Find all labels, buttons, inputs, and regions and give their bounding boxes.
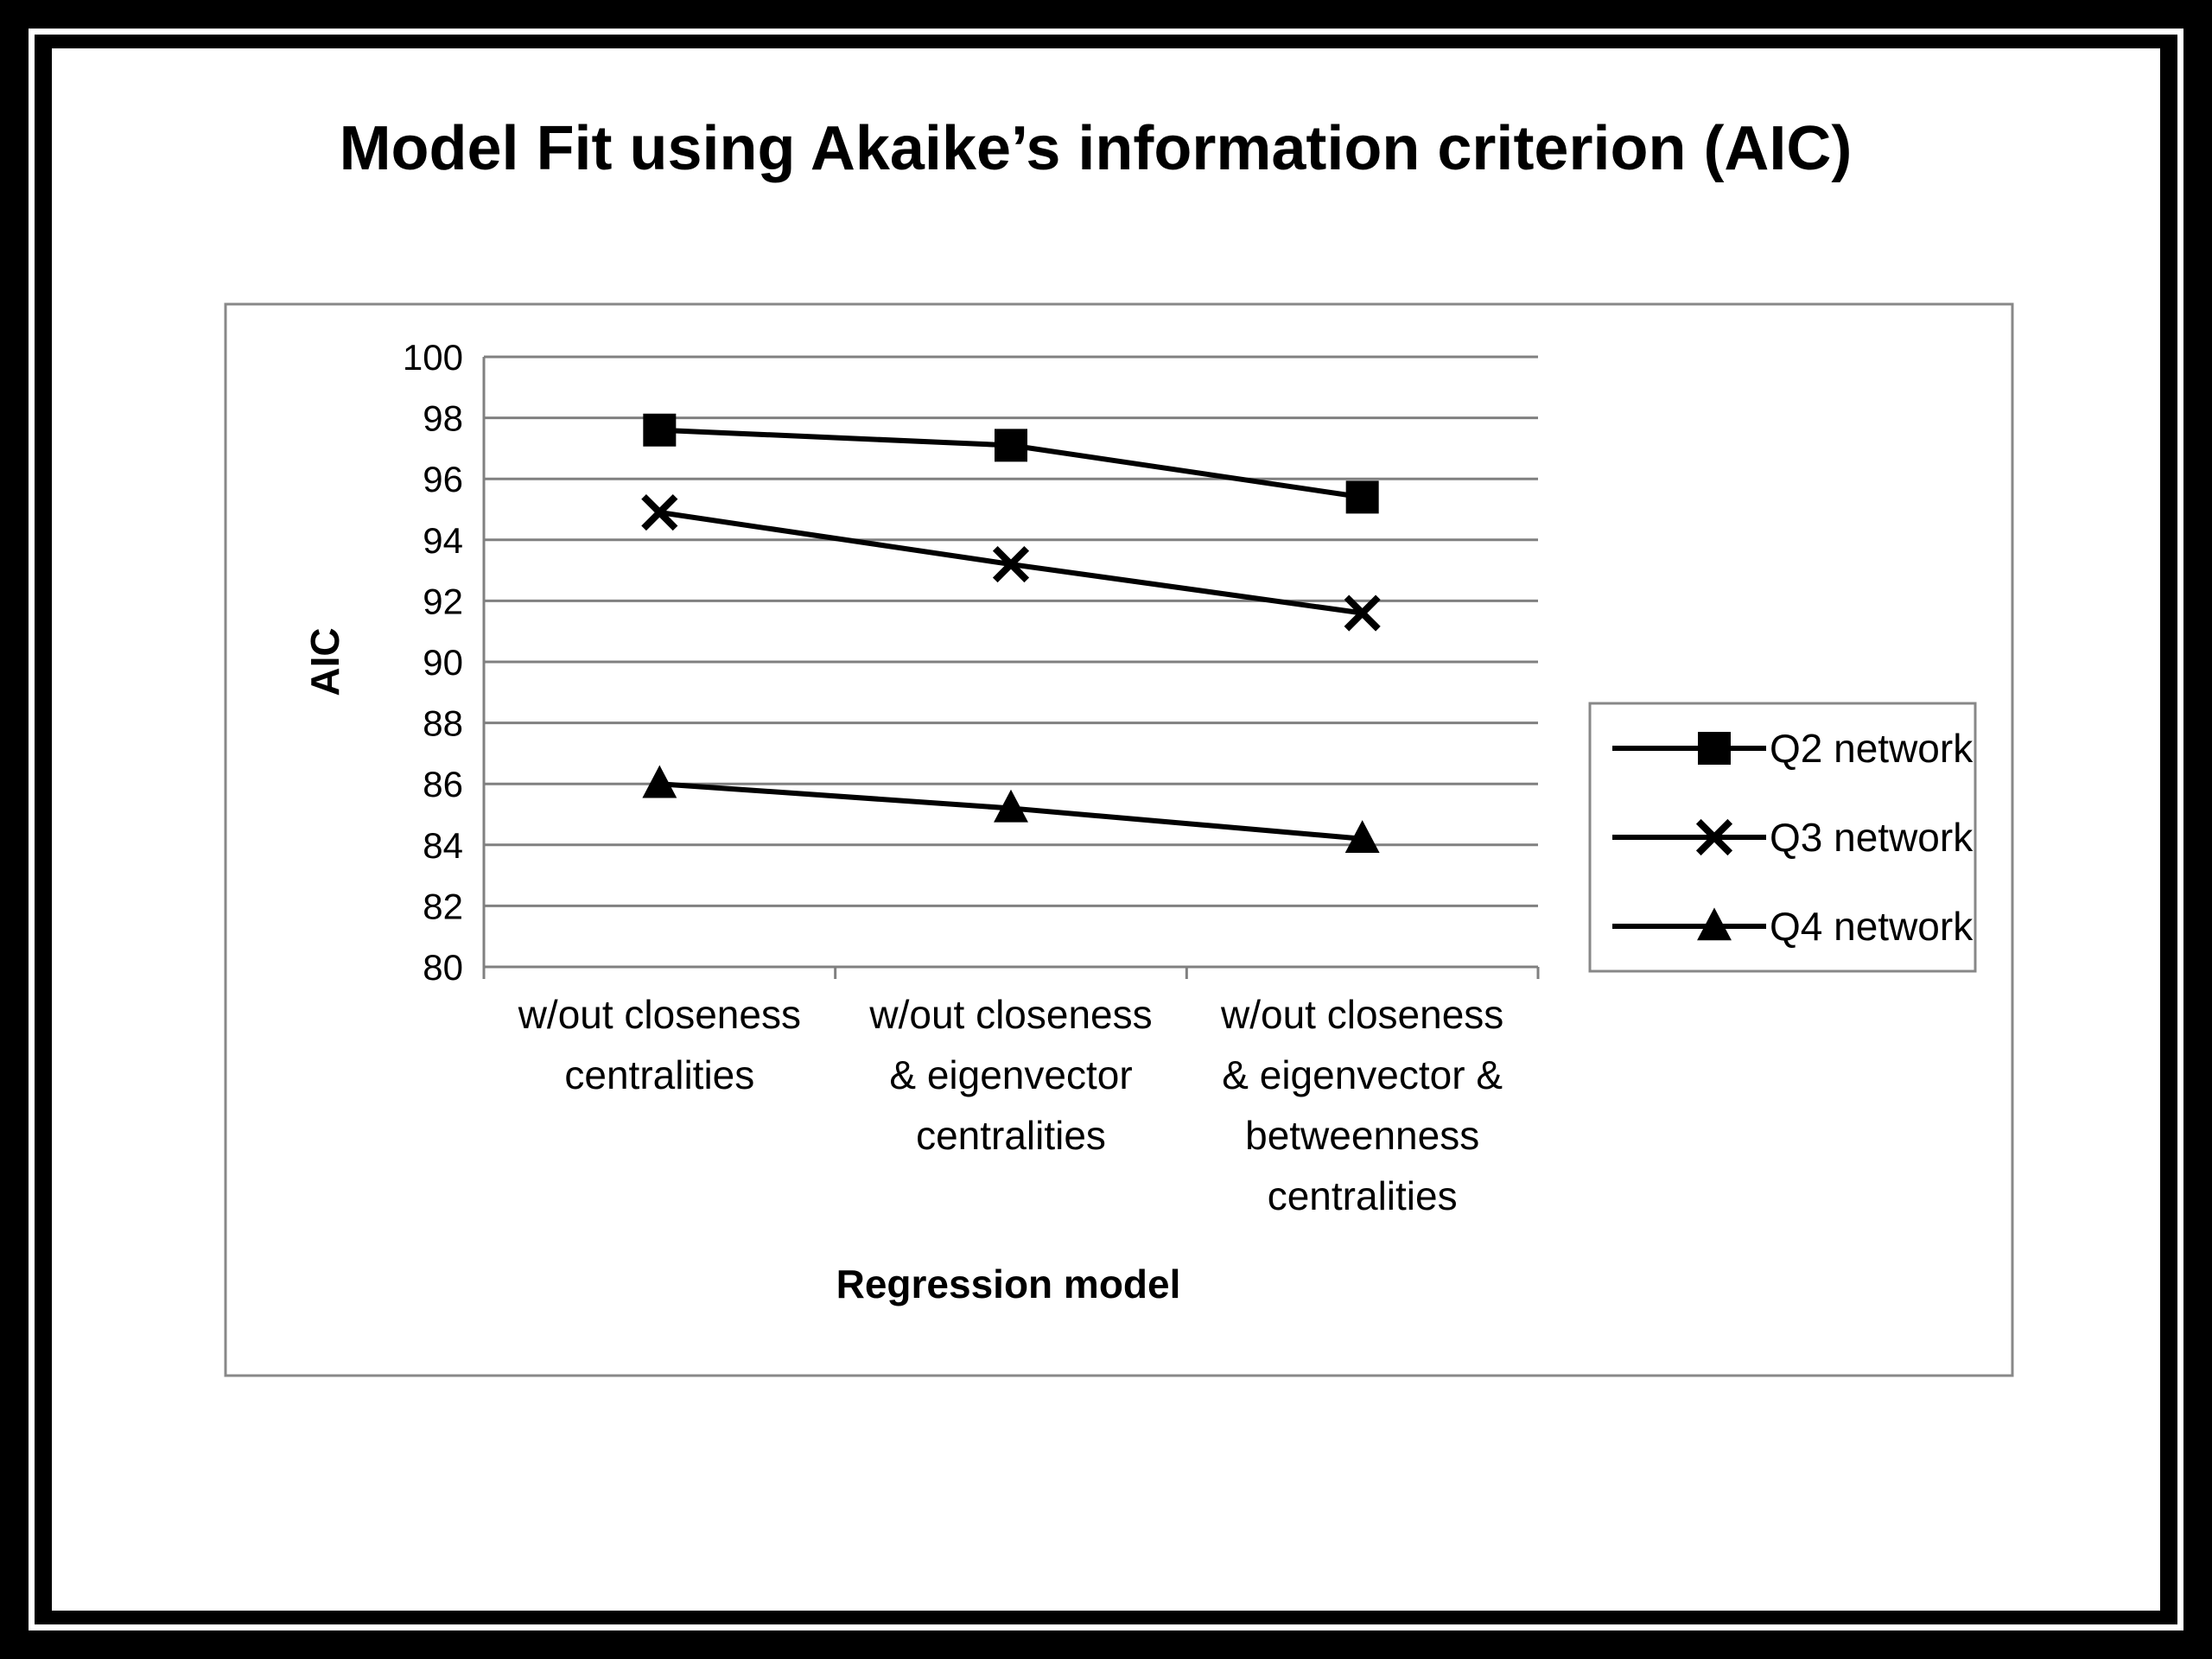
chart: Model Fit using Akaike’s information cri… bbox=[224, 114, 2014, 1377]
series bbox=[641, 413, 1381, 853]
data-point bbox=[1344, 594, 1381, 632]
data-point bbox=[995, 429, 1027, 462]
y-tick-label: 100 bbox=[403, 337, 463, 378]
y-tick-label: 94 bbox=[423, 520, 463, 561]
legend-items: Q2 network Q3 network Q4 network bbox=[1612, 726, 1974, 949]
series-triangle bbox=[642, 765, 1380, 853]
y-tick-labels: 100 98 96 94 92 90 88 86 84 82 80 bbox=[403, 337, 463, 988]
y-tick-label: 86 bbox=[423, 764, 463, 804]
data-point bbox=[641, 493, 678, 531]
series-square bbox=[643, 413, 1379, 514]
y-axis-title: AIC bbox=[302, 627, 347, 696]
x-category-label: w/out closeness & eigenvector & betweennes… bbox=[1220, 992, 1503, 1218]
x-category-label: w/out closeness & eigenvector centralities bbox=[868, 992, 1152, 1158]
y-tick-label: 80 bbox=[423, 947, 463, 988]
y-tick-label: 84 bbox=[423, 825, 463, 866]
series-x bbox=[641, 493, 1381, 632]
y-tick-label: 92 bbox=[423, 581, 463, 621]
chart-title: Model Fit using Akaike’s information cri… bbox=[340, 114, 1853, 183]
legend-marker bbox=[1697, 907, 1732, 941]
legend-entry: Q4 network bbox=[1612, 904, 1974, 949]
data-point bbox=[1345, 480, 1379, 514]
data-point bbox=[1344, 820, 1380, 853]
y-tick-label: 88 bbox=[423, 703, 463, 744]
y-tick-label: 82 bbox=[423, 886, 463, 926]
legend-label: Q4 network bbox=[1770, 904, 1974, 949]
x-category-label: w/out closeness centralities bbox=[518, 992, 801, 1097]
y-tick-label: 96 bbox=[423, 459, 463, 499]
legend-entry: Q2 network bbox=[1612, 726, 1974, 771]
legend-label: Q2 network bbox=[1770, 726, 1974, 771]
y-tick-label: 90 bbox=[423, 642, 463, 683]
y-tick-label: 98 bbox=[423, 398, 463, 439]
data-point bbox=[642, 765, 677, 798]
data-point bbox=[643, 413, 677, 447]
x-category-labels: w/out closeness centralities w/out closene… bbox=[518, 992, 1504, 1218]
data-point bbox=[992, 545, 1030, 583]
legend: Q2 network Q3 network Q4 network bbox=[1588, 702, 1977, 973]
legend-marker bbox=[1695, 818, 1733, 856]
data-point bbox=[994, 789, 1028, 823]
axes bbox=[482, 357, 1540, 979]
legend-label: Q3 network bbox=[1770, 815, 1974, 860]
legend-entry: Q3 network bbox=[1612, 815, 1974, 860]
slide: Model Fit using Akaike’s information cri… bbox=[52, 48, 2160, 1611]
x-axis-title: Regression model bbox=[836, 1262, 1181, 1306]
legend-marker bbox=[1698, 732, 1731, 765]
